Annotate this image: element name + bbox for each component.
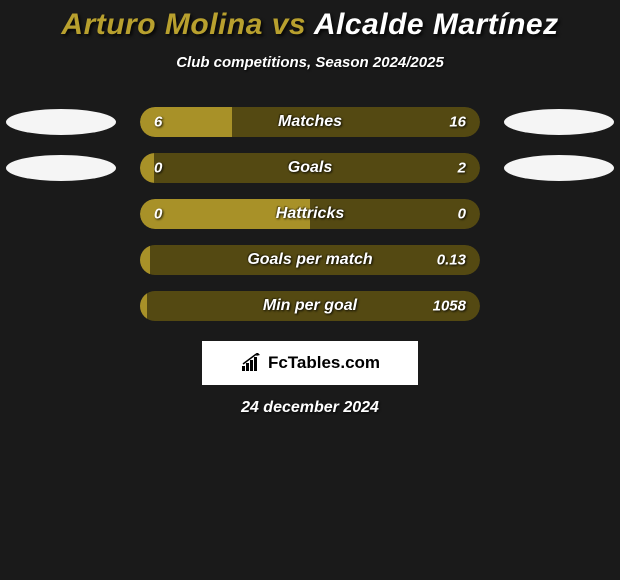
stat-bar: Matches 6 16 (140, 107, 480, 137)
stat-value-left: 6 (154, 114, 162, 131)
team-badge-placeholder (6, 109, 116, 135)
logo-box[interactable]: FcTables.com (202, 341, 418, 385)
subtitle: Club competitions, Season 2024/2025 (0, 54, 620, 71)
stat-row: Hattricks 0 0 (0, 191, 620, 237)
stat-label: Matches (278, 113, 342, 131)
stat-bar: Goals 0 2 (140, 153, 480, 183)
vs-text: vs (272, 8, 306, 41)
player2-name: Alcalde Martínez (314, 8, 559, 41)
stat-value-right: 1058 (433, 298, 466, 315)
stat-row: Matches 6 16 (0, 99, 620, 145)
player1-name: Arturo Molina (61, 8, 263, 41)
team-badge-placeholder (6, 155, 116, 181)
stat-label: Goals (288, 159, 332, 177)
date-text: 24 december 2024 (0, 399, 620, 417)
stat-value-right: 0.13 (437, 252, 466, 269)
team-badge-placeholder (504, 155, 614, 181)
stat-label: Hattricks (276, 205, 344, 223)
stat-value-left: 0 (154, 160, 162, 177)
stat-row: Goals 0 2 (0, 145, 620, 191)
stat-bar: Hattricks 0 0 (140, 199, 480, 229)
team-badge-placeholder (504, 109, 614, 135)
main-container: Arturo Molina vs Alcalde Martínez Club c… (0, 0, 620, 417)
stat-row: Min per goal 1058 (0, 283, 620, 329)
stat-value-right: 2 (458, 160, 466, 177)
page-title: Arturo Molina vs Alcalde Martínez (0, 8, 620, 42)
logo-text: FcTables.com (268, 353, 380, 373)
stat-label: Min per goal (263, 297, 357, 315)
stat-bar: Goals per match 0.13 (140, 245, 480, 275)
stat-value-left: 0 (154, 206, 162, 223)
bar-segment-left (140, 153, 154, 183)
bar-segment-right (232, 107, 480, 137)
stat-value-right: 0 (458, 206, 466, 223)
stat-bar: Min per goal 1058 (140, 291, 480, 321)
bar-segment-left (140, 245, 150, 275)
bar-chart-icon (240, 353, 262, 373)
stat-value-right: 16 (449, 114, 466, 131)
stat-row: Goals per match 0.13 (0, 237, 620, 283)
stats-area: Matches 6 16 Goals 0 2 Hattricks 0 0 Goals per ma… (0, 99, 620, 329)
bar-segment-left (140, 291, 147, 321)
stat-label: Goals per match (247, 251, 372, 269)
